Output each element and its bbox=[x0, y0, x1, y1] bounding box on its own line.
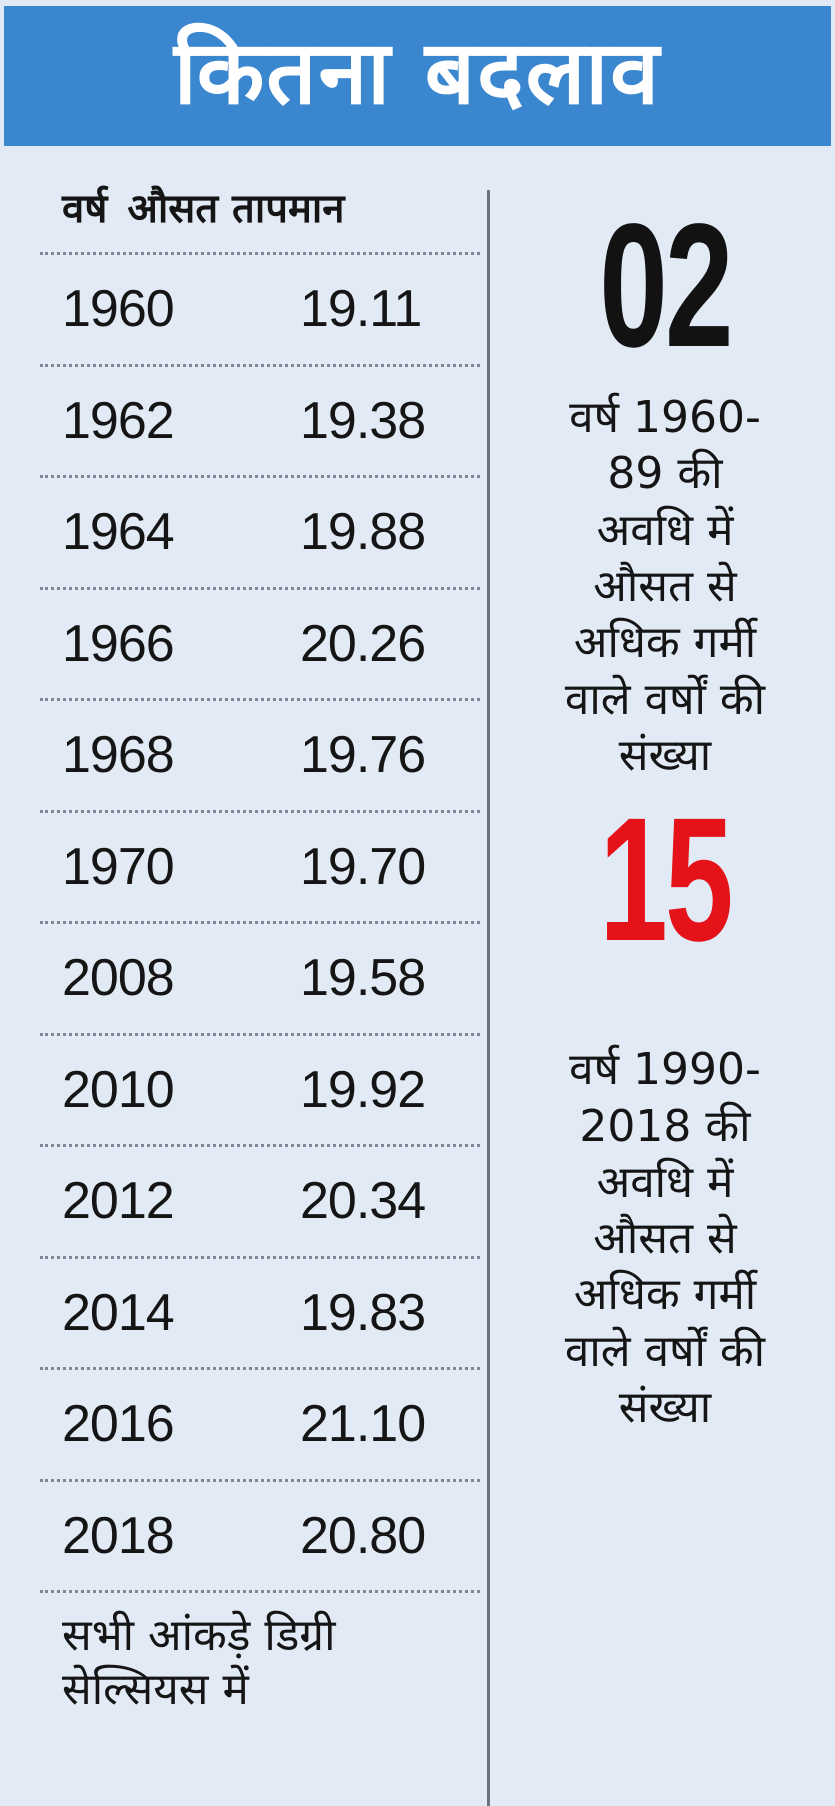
table-row: 2008 19.58 bbox=[40, 921, 480, 1033]
stat-description-line: संख्या bbox=[618, 1382, 712, 1434]
stat-description-line: वर्ष 1960- bbox=[569, 392, 761, 443]
table-row: 2014 19.83 bbox=[40, 1255, 480, 1368]
year-cell: 2010 bbox=[62, 1060, 175, 1119]
table-row: 2018 20.80 bbox=[40, 1478, 480, 1591]
temperature-cell: 19.11 bbox=[300, 280, 422, 339]
table-header: वर्ष औसत तापमान bbox=[40, 160, 480, 252]
units-note: सभी आंकड़े डिग्री सेल्सियस में bbox=[40, 1590, 480, 1716]
stat-description-line: अधिक गर्मी bbox=[573, 617, 757, 669]
temperature-cell: 19.88 bbox=[300, 503, 426, 562]
temperature-cell: 19.76 bbox=[300, 726, 426, 785]
year-cell: 2018 bbox=[62, 1506, 175, 1565]
temperature-cell: 19.58 bbox=[300, 949, 426, 1008]
table-row: 2010 19.92 bbox=[40, 1032, 480, 1145]
stat-description-line: संख्या bbox=[618, 729, 712, 781]
temperature-cell: 20.80 bbox=[300, 1506, 426, 1565]
table-row: 2012 20.34 bbox=[40, 1144, 480, 1256]
stat-number-1960-89: 02 bbox=[599, 188, 733, 384]
temperature-cell: 20.34 bbox=[300, 1172, 426, 1231]
stat-description-line: औसत से bbox=[593, 560, 737, 612]
year-cell: 1970 bbox=[62, 837, 175, 896]
stat-description-1960-89: वर्ष 1960- 89 की अवधि में औसत से अधिक गर्मी व… bbox=[500, 390, 830, 784]
column-header-temperature: औसत तापमान bbox=[127, 185, 345, 232]
header-banner: कितना बदलाव bbox=[4, 6, 831, 146]
temperature-cell: 19.92 bbox=[300, 1060, 426, 1119]
table-body: 1960 19.11 1962 19.38 1964 19.88 1966 20.26 1968… bbox=[40, 252, 480, 1590]
year-cell: 1962 bbox=[62, 391, 175, 450]
stat-description-line: अवधि में bbox=[596, 504, 734, 556]
table-row: 1968 19.76 bbox=[40, 698, 480, 810]
year-cell: 1968 bbox=[62, 726, 175, 785]
units-note-line: सेल्सियस में bbox=[62, 1663, 249, 1715]
column-divider bbox=[487, 190, 490, 1806]
stats-panel: 02 वर्ष 1960- 89 की अवधि में औसत से अधिक गर्… bbox=[500, 160, 830, 1436]
temperature-cell: 19.70 bbox=[300, 837, 426, 896]
table-row: 1964 19.88 bbox=[40, 475, 480, 587]
stat-description-line: वाले वर्षों की bbox=[564, 1325, 766, 1377]
stat-description-line: वाले वर्षों की bbox=[564, 673, 766, 725]
stat-description-line: अवधि में bbox=[596, 1156, 734, 1208]
temperature-cell: 20.26 bbox=[300, 614, 426, 673]
temperature-table: वर्ष औसत तापमान 1960 19.11 1962 19.38 1964 19… bbox=[40, 160, 480, 1716]
table-row: 1960 19.11 bbox=[40, 252, 480, 364]
temperature-cell: 21.10 bbox=[300, 1395, 426, 1454]
temperature-cell: 19.38 bbox=[300, 391, 426, 450]
stat-description-line: औसत से bbox=[593, 1213, 737, 1265]
column-header-year: वर्ष bbox=[62, 185, 108, 232]
stat-number-1990-2018: 15 bbox=[599, 782, 733, 979]
year-cell: 1960 bbox=[62, 280, 175, 339]
year-cell: 2008 bbox=[62, 949, 175, 1008]
year-cell: 2016 bbox=[62, 1395, 175, 1454]
temperature-cell: 19.83 bbox=[300, 1283, 426, 1342]
stat-description-line: 89 की bbox=[607, 448, 723, 500]
stat-description-line: वर्ष 1990- bbox=[569, 1044, 761, 1096]
year-cell: 1966 bbox=[62, 614, 175, 673]
units-note-line: सभी आंकड़े डिग्री bbox=[62, 1610, 336, 1661]
year-cell: 2012 bbox=[62, 1172, 175, 1231]
year-cell: 1964 bbox=[62, 503, 175, 562]
stat-description-line: 2018 की bbox=[579, 1100, 751, 1152]
table-row: 1966 20.26 bbox=[40, 586, 480, 699]
page-title: कितना बदलाव bbox=[173, 21, 662, 124]
stat-description-line: अधिक गर्मी bbox=[573, 1269, 757, 1321]
stat-description-1990-2018: वर्ष 1990- 2018 की अवधि में औसत से अधिक गर्म… bbox=[500, 1042, 830, 1436]
table-row: 2016 21.10 bbox=[40, 1367, 480, 1479]
table-row: 1970 19.70 bbox=[40, 809, 480, 922]
year-cell: 2014 bbox=[62, 1283, 175, 1342]
table-row: 1962 19.38 bbox=[40, 363, 480, 476]
